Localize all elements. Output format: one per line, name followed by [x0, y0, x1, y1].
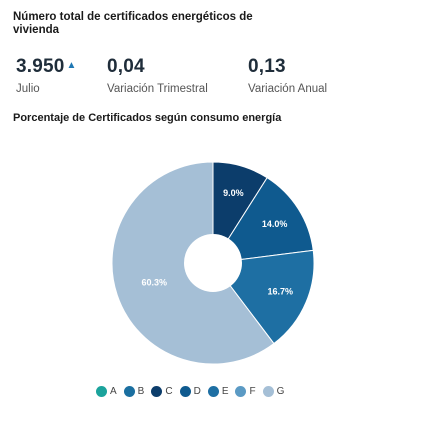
legend-label-F: F	[249, 386, 256, 397]
chart-title-consumption: Porcentaje de Certificados según consumo…	[13, 112, 282, 124]
slice-D[interactable]	[212, 177, 314, 264]
legend-swatch-E	[207, 386, 219, 397]
data-label-C: 9.0%	[223, 188, 244, 198]
legend-swatch-C	[151, 386, 163, 397]
legend-swatch-A	[96, 386, 107, 397]
donut-hole	[184, 234, 242, 292]
legend-swatch-D	[179, 386, 191, 397]
trend-up-icon: ▲	[66, 60, 77, 71]
legend-label-C: C	[165, 386, 173, 397]
legend-item-G[interactable]: G	[262, 386, 285, 397]
legend-item-A[interactable]: A	[96, 386, 117, 397]
kpi-total-value: 3.950	[16, 56, 65, 77]
legend-item-B[interactable]: B	[123, 386, 145, 397]
kpi-quarterly: 0,04 Variación Trimestral	[107, 56, 208, 95]
legend-item-D[interactable]: D	[179, 386, 201, 397]
kpi-annual: 0,13 Variación Anual	[248, 56, 327, 95]
kpi-annual-label: Variación Anual	[248, 83, 328, 95]
legend-label-A: A	[110, 386, 117, 397]
data-label-G: 60.3%	[141, 278, 167, 288]
data-label-D: 14.0%	[262, 219, 288, 229]
legend-label-B: B	[137, 386, 145, 397]
chart-legend: A B C D E F G	[96, 386, 284, 397]
donut-chart: 9.0% 14.0% 16.7% 60.3%	[111, 161, 315, 365]
legend-label-D: D	[193, 386, 201, 397]
legend-label-E: E	[221, 386, 229, 397]
legend-swatch-B	[123, 386, 135, 397]
kpi-quarterly-label: Variación Trimestral	[107, 83, 208, 95]
legend-item-F[interactable]: F	[235, 386, 256, 397]
legend-item-E[interactable]: E	[207, 386, 229, 397]
legend-item-C[interactable]: C	[151, 386, 173, 397]
kpi-total-label: Julio	[16, 83, 40, 95]
legend-label-G: G	[276, 386, 285, 397]
legend-swatch-G	[262, 386, 274, 397]
kpi-quarterly-value: 0,04	[107, 56, 145, 77]
chart-title-total: Número total de certificados energéticos…	[13, 11, 253, 36]
kpi-annual-value: 0,13	[248, 56, 286, 77]
kpi-total: 3.950 ▲ Julio	[16, 56, 77, 95]
legend-swatch-F	[235, 386, 247, 397]
data-label-E: 16.7%	[268, 286, 294, 296]
